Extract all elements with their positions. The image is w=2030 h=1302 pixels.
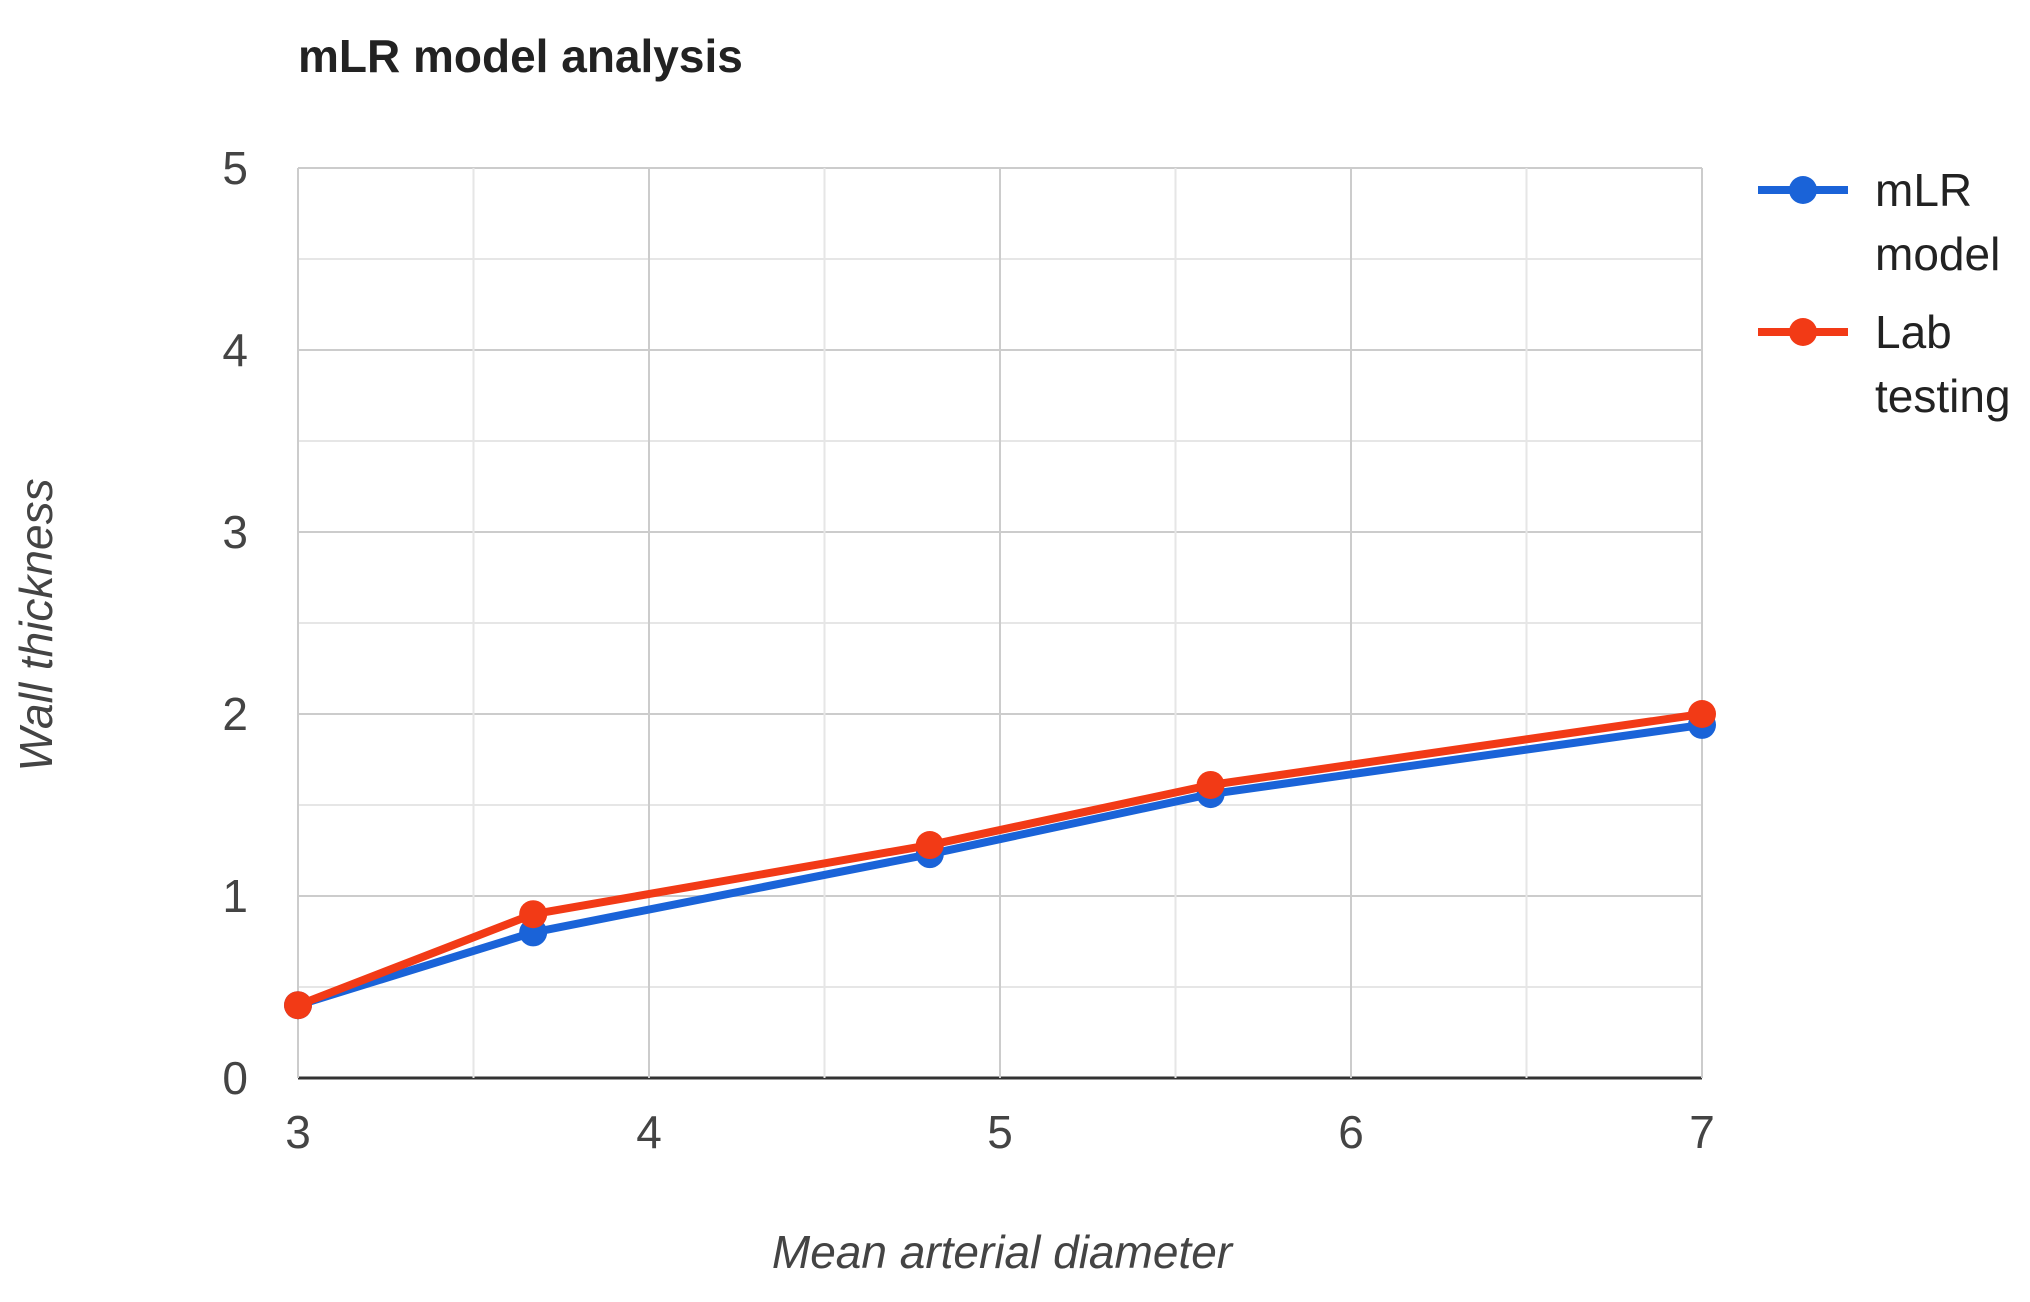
data-point-series-2 (915, 831, 944, 860)
legend-label-1: mLR (1875, 164, 1972, 216)
y-tick-label: 4 (222, 324, 248, 376)
x-tick-label: 4 (636, 1106, 662, 1158)
legend-marker-1 (1789, 176, 1817, 204)
x-tick-label: 5 (987, 1106, 1013, 1158)
x-tick-label: 6 (1338, 1106, 1364, 1158)
legend-label-1: model (1875, 228, 2000, 280)
y-tick-label: 1 (222, 870, 248, 922)
y-tick-label: 5 (222, 142, 248, 194)
legend: mLR model Lab testing (1758, 164, 2011, 422)
x-axis-label: Mean arterial diameter (772, 1226, 1234, 1278)
data-point-series-2 (1196, 770, 1225, 799)
x-tick-label: 3 (285, 1106, 311, 1158)
y-tick-label: 3 (222, 506, 248, 558)
data-point-series-2 (284, 991, 312, 1020)
chart-title: mLR model analysis (298, 30, 743, 82)
y-axis-label: Wall thickness (10, 478, 62, 771)
data-point-series-2 (1688, 700, 1716, 728)
legend-label-2: testing (1875, 370, 2011, 422)
legend-marker-2 (1789, 318, 1817, 346)
y-tick-label: 0 (222, 1052, 248, 1104)
x-tick-label: 7 (1689, 1106, 1715, 1158)
x-axis-ticks: 3 4 5 6 7 (285, 1106, 1715, 1158)
plot-grid (297, 167, 1703, 1080)
legend-label-2: Lab (1875, 306, 1952, 358)
y-axis-ticks: 0 1 2 3 4 5 (222, 142, 248, 1104)
series-layer (284, 700, 1716, 1020)
y-tick-label: 2 (222, 688, 248, 740)
data-point-series-2 (519, 900, 548, 929)
